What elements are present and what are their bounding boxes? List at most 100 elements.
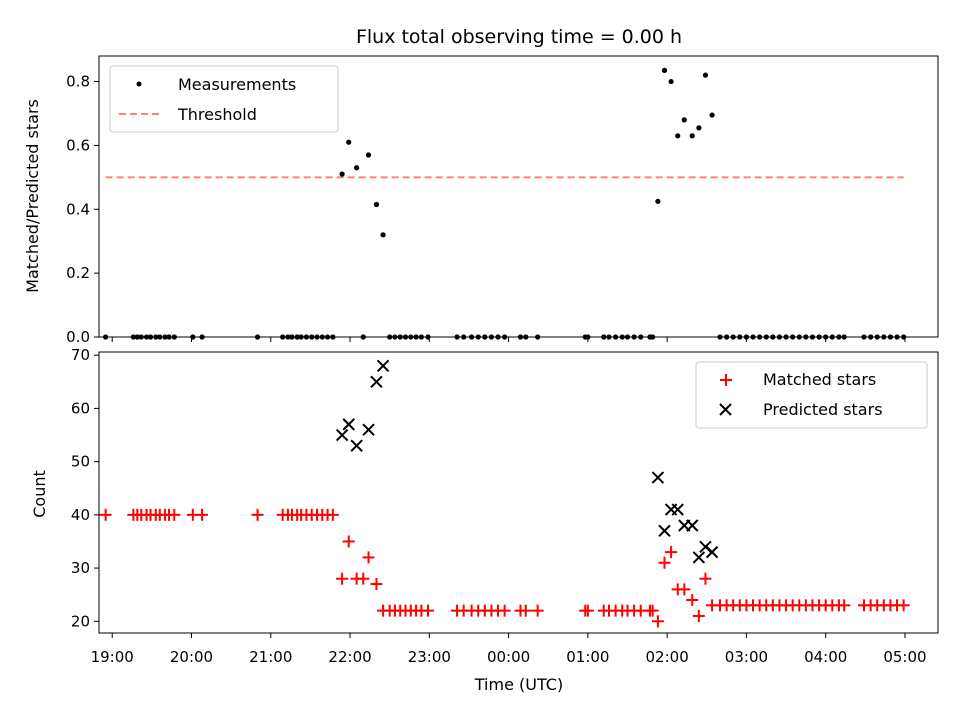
- measurement-point: [668, 78, 674, 85]
- bottom-legend-box: [695, 361, 928, 429]
- measurement-point: [661, 67, 668, 73]
- bottom-legend: Matched stars Predicted stars: [695, 361, 928, 429]
- predicted-star-stroke-b: [671, 503, 684, 516]
- x-axis-label: Time (UTC): [474, 675, 563, 694]
- matched-star-point: [362, 551, 375, 564]
- predicted-star-stroke-b: [376, 359, 390, 373]
- measurement-point: [689, 133, 695, 139]
- measurement-point: [339, 171, 345, 177]
- x-tick-label: 04:00: [804, 648, 847, 666]
- matched-star-point: [251, 508, 264, 521]
- legend-label-predicted-stars: Predicted stars: [763, 400, 883, 419]
- predicted-star-point: [335, 428, 349, 442]
- predicted-star-stroke-b: [705, 545, 719, 559]
- x-tick-label: 02:00: [646, 648, 689, 666]
- predicted-star-point: [370, 375, 383, 389]
- measurement-point: [681, 117, 687, 123]
- legend-marker-predicted-stars: [719, 403, 732, 416]
- top-y-axis-label: Matched/Predicted stars: [23, 99, 42, 293]
- matched-star-point: [336, 572, 349, 585]
- predicted-star-stroke-b: [651, 471, 665, 484]
- predicted-star-stroke-b: [686, 519, 699, 532]
- predicted-star-stroke-b: [370, 375, 383, 389]
- top-y-tick-label: 0.8: [66, 73, 90, 91]
- matched-star-point: [646, 604, 659, 617]
- predicted-star-stroke-b: [699, 540, 712, 553]
- top-chart-title: Flux total observing time = 0.00 h: [356, 26, 682, 48]
- matched-star-point: [658, 556, 671, 569]
- matched-star-point: [651, 615, 664, 628]
- x-tick-label: 21:00: [249, 648, 292, 666]
- measurement-point: [696, 125, 702, 131]
- top-y-tick-label: 0.6: [66, 136, 90, 154]
- matched-star-point: [838, 599, 851, 612]
- predicted-star-stroke-b: [658, 524, 671, 538]
- predicted-star-point: [705, 545, 719, 559]
- x-tick-label: 22:00: [328, 648, 371, 666]
- bottom-y-tick-label: 40: [71, 506, 90, 524]
- predicted-star-point: [362, 423, 375, 436]
- bottom-y-tick-label: 60: [71, 399, 90, 417]
- bottom-y-tick-label: 50: [71, 453, 90, 471]
- bottom-plot-layer: 19:00 20:00 21:00 22:00 23:00 00:00 01:00 02:00…: [71, 346, 927, 666]
- predicted-star-point: [651, 471, 665, 484]
- predicted-star-point: [350, 439, 363, 452]
- matched-star-point: [665, 546, 678, 559]
- x-tick-label: 20:00: [170, 648, 213, 666]
- top-y-tick-label: 0.0: [66, 328, 90, 346]
- legend-label-measurements: Measurements: [178, 75, 296, 94]
- predicted-star-point: [342, 418, 355, 431]
- measurement-point: [380, 232, 386, 238]
- bottom-plot-frame: [98, 351, 939, 634]
- predicted-star-point: [671, 503, 684, 516]
- matched-star-point: [168, 508, 181, 521]
- matched-star-point: [699, 572, 712, 585]
- measurement-point: [354, 165, 360, 171]
- top-y-tick-label: 0.4: [66, 200, 90, 218]
- predicted-star-point: [686, 519, 699, 532]
- x-tick-label: 01:00: [566, 648, 609, 666]
- matched-star-point: [342, 535, 355, 548]
- measurement-point: [346, 139, 352, 145]
- matched-star-point: [581, 604, 594, 617]
- matched-star-point: [370, 578, 383, 591]
- x-tick-label: 05:00: [883, 648, 926, 666]
- predicted-star-point: [376, 359, 390, 373]
- top-plot-frame: [98, 55, 939, 338]
- legend-label-matched-stars: Matched stars: [763, 370, 876, 389]
- measurement-point: [675, 133, 681, 139]
- predicted-star-stroke-b: [335, 428, 349, 442]
- matched-star-point: [531, 604, 544, 617]
- measurement-point: [709, 112, 715, 118]
- legend-marker-measurements: [136, 81, 142, 87]
- matched-star-point: [897, 599, 910, 612]
- x-tick-label: 19:00: [91, 648, 134, 666]
- matched-star-point: [357, 572, 370, 585]
- matched-star-point: [421, 604, 434, 617]
- legend-label-threshold: Threshold: [177, 105, 257, 124]
- matched-star-point: [692, 609, 705, 622]
- matched-star-point: [519, 604, 532, 617]
- bottom-y-axis-label: Count: [30, 470, 49, 518]
- top-legend-box: [109, 65, 339, 133]
- legend-marker-matched-stars: [720, 374, 732, 386]
- matched-star-point: [99, 508, 112, 521]
- top-legend: Measurements Threshold: [109, 65, 339, 133]
- matched-star-point: [686, 594, 699, 607]
- x-tick-label: 03:00: [725, 648, 768, 666]
- bottom-y-tick-label: 30: [71, 559, 90, 577]
- x-tick-label: 00:00: [487, 648, 530, 666]
- bottom-y-tick-label: 20: [71, 612, 90, 630]
- matched-star-point: [196, 508, 209, 521]
- predicted-star-stroke-b: [362, 423, 375, 436]
- predicted-star-point: [658, 524, 671, 538]
- predicted-star-stroke-b: [692, 551, 706, 564]
- top-y-tick-label: 0.2: [66, 264, 90, 282]
- x-tick-label: 23:00: [408, 648, 451, 666]
- matched-star-point: [678, 583, 691, 596]
- predicted-star-stroke-b: [342, 418, 355, 431]
- predicted-star-point: [692, 551, 706, 564]
- matched-star-point: [326, 508, 339, 521]
- matched-star-point: [498, 604, 511, 617]
